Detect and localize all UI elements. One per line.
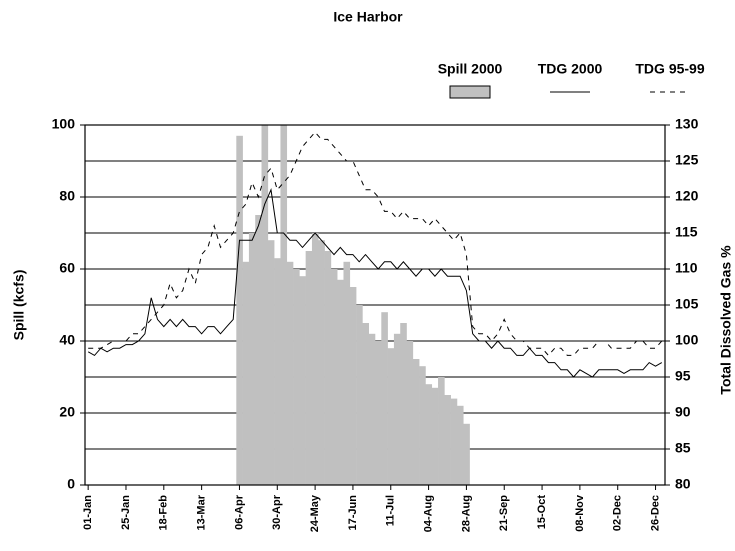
bar <box>305 251 313 485</box>
y2-tick-label: 80 <box>675 476 691 492</box>
x-tick-label: 21-Sep <box>498 495 510 531</box>
y-tick-label: 0 <box>67 476 75 492</box>
bar <box>324 251 332 485</box>
bar <box>311 233 319 485</box>
y-axis-label: Spill (kcfs) <box>11 270 27 341</box>
y2-tick-label: 120 <box>675 188 699 204</box>
line-series <box>87 187 663 378</box>
bar <box>425 384 433 485</box>
bar <box>362 323 369 485</box>
bar <box>400 323 407 485</box>
line-series <box>88 131 663 357</box>
y-tick-label: 20 <box>59 404 75 420</box>
x-tick-label: 26-Dec <box>649 495 661 531</box>
y-tick-label: 100 <box>52 116 76 132</box>
bar <box>248 233 256 485</box>
x-tick-label: 30-Apr <box>271 494 283 530</box>
y-tick-label: 60 <box>59 260 75 276</box>
x-tick-label: 08-Nov <box>574 494 586 532</box>
bar <box>356 305 363 485</box>
plot-frame <box>84 124 666 486</box>
bar <box>375 341 382 485</box>
bar <box>450 398 458 485</box>
x-tick-label: 11-Jul <box>385 495 397 526</box>
bar <box>431 387 439 485</box>
y2-tick-label: 115 <box>675 224 698 240</box>
bar <box>349 287 357 485</box>
y-tick-label: 80 <box>59 188 75 204</box>
bar <box>299 276 306 485</box>
y2-tick-label: 130 <box>675 116 699 132</box>
bar <box>280 125 288 485</box>
x-tick-label: 06-Apr <box>233 494 245 530</box>
y2-tick-label: 110 <box>675 260 698 276</box>
bar <box>343 261 351 485</box>
y2-tick-label: 100 <box>675 332 699 348</box>
x-tick-label: 15-Oct <box>536 495 548 530</box>
x-tick-label: 01-Jan <box>82 495 94 530</box>
bar <box>318 240 325 485</box>
bar <box>393 333 401 485</box>
bar <box>412 359 420 485</box>
bar <box>368 333 376 485</box>
bar <box>255 215 262 485</box>
legend-label: TDG 2000 <box>538 61 603 77</box>
bar <box>406 341 414 485</box>
legend-label: Spill 2000 <box>438 61 503 77</box>
bar <box>242 261 250 485</box>
legend-label: TDG 95-99 <box>635 61 704 77</box>
bar <box>438 377 445 485</box>
bar <box>274 258 281 485</box>
y2-tick-label: 85 <box>675 440 691 456</box>
bar <box>261 125 269 485</box>
y2-axis-label: Total Dissolved Gas % <box>718 245 734 395</box>
x-tick-label: 02-Dec <box>612 495 624 531</box>
legend-swatch <box>449 85 491 99</box>
bar <box>286 261 294 485</box>
y2-tick-label: 125 <box>675 152 699 168</box>
y-tick-label: 40 <box>59 332 75 348</box>
bar <box>236 135 243 486</box>
x-tick-label: 25-Jan <box>120 495 132 530</box>
chart-title: Ice Harbor <box>333 9 403 25</box>
bar <box>419 366 426 485</box>
x-tick-label: 13-Mar <box>196 494 208 530</box>
bar <box>293 269 300 485</box>
bar <box>387 348 395 485</box>
x-tick-label: 24-May <box>309 494 321 532</box>
x-tick-label: 17-Jun <box>347 495 359 531</box>
bar <box>337 279 344 485</box>
x-tick-label: 28-Aug <box>460 495 472 532</box>
x-tick-label: 18-Feb <box>158 495 170 531</box>
bar <box>456 405 464 485</box>
y2-tick-label: 95 <box>675 368 691 384</box>
bar <box>444 395 451 485</box>
bar <box>330 269 338 485</box>
y2-tick-label: 90 <box>675 404 691 420</box>
bar <box>267 240 275 485</box>
y2-tick-label: 105 <box>675 296 699 312</box>
bar <box>381 312 388 485</box>
bar <box>463 423 470 485</box>
x-tick-label: 04-Aug <box>422 495 434 532</box>
